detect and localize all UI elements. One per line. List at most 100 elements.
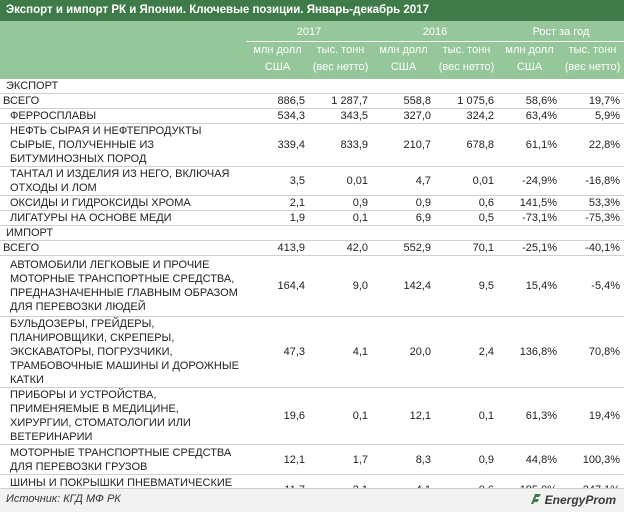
table-row: БУЛЬДОЗЕРЫ, ГРЕЙДЕРЫ, ПЛАНИРОВЩИКИ, СКРЕ…: [0, 316, 624, 388]
cell-tons-2017: 0,1: [309, 210, 372, 226]
cell-usd-2016: 0,9: [372, 195, 435, 211]
energyprom-logo-icon: [530, 494, 541, 504]
row-label: ВСЕГО: [0, 93, 246, 109]
subheader-usd-2016: млн долл США: [372, 42, 435, 76]
table-title: Экспорт и импорт РК и Японии. Ключевые п…: [0, 0, 624, 21]
cell-usd-growth: 63,4%: [498, 108, 561, 124]
subheader-line: США: [390, 61, 417, 73]
cell-usd-growth: -25,1%: [498, 240, 561, 256]
table-row: НЕФТЬ СЫРАЯ И НЕФТЕПРОДУКТЫ СЫРЫЕ, ПОЛУЧ…: [0, 123, 624, 167]
cell-tons-growth: 19,4%: [561, 387, 624, 445]
subheader-line: млн долл: [379, 44, 428, 56]
cell-usd-2016: 327,0: [372, 108, 435, 124]
cell-usd-2016: 558,8: [372, 93, 435, 109]
cell-usd-growth: 136,8%: [498, 316, 561, 388]
cell-tons-growth: 5,9%: [561, 108, 624, 124]
subheader-line: США: [516, 61, 543, 73]
cell-usd-2016: 4,7: [372, 166, 435, 196]
cell-usd-growth: 61,1%: [498, 123, 561, 167]
source-note: Источник: КГД МФ РК: [6, 493, 121, 505]
cell-usd-2017: 19,6: [246, 387, 309, 445]
table-row: ПРИБОРЫ И УСТРОЙСТВА, ПРИМЕНЯЕМЫЕ В МЕДИ…: [0, 387, 624, 445]
cell-usd-2017: 3,5: [246, 166, 309, 196]
cell-tons-2017: 343,5: [309, 108, 372, 124]
cell-usd-2017: 2,1: [246, 195, 309, 211]
cell-usd-growth: -73,1%: [498, 210, 561, 226]
cell-tons-growth: -40,1%: [561, 240, 624, 256]
logo-text: EnergyProm: [544, 493, 616, 507]
footer: Источник: КГД МФ РК EnergyProm: [0, 488, 624, 512]
subheader-tons-2017: тыс. тонн (вес нетто): [309, 42, 372, 76]
cell-tons-2016: 324,2: [435, 108, 498, 124]
cell-usd-2016: 6,9: [372, 210, 435, 226]
table-row: ТАНТАЛ И ИЗДЕЛИЯ ИЗ НЕГО, ВКЛЮЧАЯ ОТХОДЫ…: [0, 166, 624, 196]
table-header: 2017 2016 Рост за год млн долл США тыс. то…: [0, 21, 624, 79]
subheader-line: США: [264, 61, 291, 73]
table-row: ЛИГАТУРЫ НА ОСНОВЕ МЕДИ 1,9 0,1 6,9 0,5 -73,1…: [0, 210, 624, 226]
cell-usd-growth: 44,8%: [498, 444, 561, 475]
section-label: ЭКСПОРТ: [0, 79, 624, 94]
cell-usd-growth: 58,6%: [498, 93, 561, 109]
cell-tons-growth: -5,4%: [561, 255, 624, 317]
cell-tons-growth: 22,8%: [561, 123, 624, 167]
subheader-usd-2017: млн долл США: [246, 42, 309, 76]
cell-tons-growth: -16,8%: [561, 166, 624, 196]
cell-usd-2016: 210,7: [372, 123, 435, 167]
subheader-line: тыс. тонн: [316, 44, 365, 56]
row-label: БУЛЬДОЗЕРЫ, ГРЕЙДЕРЫ, ПЛАНИРОВЩИКИ, СКРЕ…: [0, 316, 246, 388]
row-label: ФЕРРОСПЛАВЫ: [0, 108, 246, 124]
cell-usd-2017: 339,4: [246, 123, 309, 167]
row-label: ТАНТАЛ И ИЗДЕЛИЯ ИЗ НЕГО, ВКЛЮЧАЯ ОТХОДЫ…: [0, 166, 246, 196]
cell-usd-2017: 886,5: [246, 93, 309, 109]
cell-tons-2016: 0,1: [435, 387, 498, 445]
subheader-line: (вес нетто): [438, 61, 495, 73]
cell-tons-2017: 9,0: [309, 255, 372, 317]
cell-tons-2017: 1,7: [309, 444, 372, 475]
total-row: ВСЕГО 413,9 42,0 552,9 70,1 -25,1% -40,1%: [0, 240, 624, 256]
cell-tons-2017: 833,9: [309, 123, 372, 167]
row-label: ПРИБОРЫ И УСТРОЙСТВА, ПРИМЕНЯЕМЫЕ В МЕДИ…: [0, 387, 246, 445]
cell-usd-2017: 413,9: [246, 240, 309, 256]
table-row: МОТОРНЫЕ ТРАНСПОРТНЫЕ СРЕДСТВА ДЛЯ ПЕРЕВ…: [0, 444, 624, 475]
cell-tons-2016: 70,1: [435, 240, 498, 256]
header-divider: [246, 41, 624, 42]
cell-usd-2016: 552,9: [372, 240, 435, 256]
subheader-usd-growth: млн долл США: [498, 42, 561, 76]
cell-tons-growth: 100,3%: [561, 444, 624, 475]
cell-usd-2016: 12,1: [372, 387, 435, 445]
cell-tons-growth: 19,7%: [561, 93, 624, 109]
data-table: ЭКСПОРТ ВСЕГО 886,5 1 287,7 558,8 1 075,6 58,6…: [0, 79, 624, 505]
cell-usd-growth: 15,4%: [498, 255, 561, 317]
subheader-line: млн долл: [505, 44, 554, 56]
cell-usd-2017: 47,3: [246, 316, 309, 388]
cell-tons-2017: 4,1: [309, 316, 372, 388]
cell-tons-2017: 1 287,7: [309, 93, 372, 109]
cell-tons-2016: 0,9: [435, 444, 498, 475]
table-row: ОКСИДЫ И ГИДРОКСИДЫ ХРОМА 2,1 0,9 0,9 0,6 141…: [0, 195, 624, 211]
cell-usd-2016: 20,0: [372, 316, 435, 388]
row-label: МОТОРНЫЕ ТРАНСПОРТНЫЕ СРЕДСТВА ДЛЯ ПЕРЕВ…: [0, 444, 246, 475]
subheader-line: млн долл: [253, 44, 302, 56]
row-label: ЛИГАТУРЫ НА ОСНОВЕ МЕДИ: [0, 210, 246, 226]
subheader-line: (вес нетто): [564, 61, 621, 73]
cell-tons-2016: 9,5: [435, 255, 498, 317]
cell-usd-growth: -24,9%: [498, 166, 561, 196]
row-label: ВСЕГО: [0, 240, 246, 256]
cell-tons-2016: 1 075,6: [435, 93, 498, 109]
cell-usd-growth: 141,5%: [498, 195, 561, 211]
cell-tons-growth: -75,3%: [561, 210, 624, 226]
cell-tons-growth: 53,3%: [561, 195, 624, 211]
cell-usd-2017: 12,1: [246, 444, 309, 475]
cell-tons-2016: 2,4: [435, 316, 498, 388]
cell-usd-2017: 1,9: [246, 210, 309, 226]
subheader-line: тыс. тонн: [568, 44, 617, 56]
table-body: ЭКСПОРТ ВСЕГО 886,5 1 287,7 558,8 1 075,6 58,6…: [0, 79, 624, 505]
section-row: ИМПОРТ: [0, 225, 624, 241]
row-label: АВТОМОБИЛИ ЛЕГКОВЫЕ И ПРОЧИЕ МОТОРНЫЕ ТР…: [0, 255, 246, 317]
section-label: ИМПОРТ: [0, 225, 624, 241]
cell-tons-2017: 0,9: [309, 195, 372, 211]
table-row: АВТОМОБИЛИ ЛЕГКОВЫЕ И ПРОЧИЕ МОТОРНЫЕ ТР…: [0, 255, 624, 317]
table-row: ФЕРРОСПЛАВЫ 534,3 343,5 327,0 324,2 63,4% 5,9%: [0, 108, 624, 124]
year-2017-header: 2017: [296, 26, 322, 38]
